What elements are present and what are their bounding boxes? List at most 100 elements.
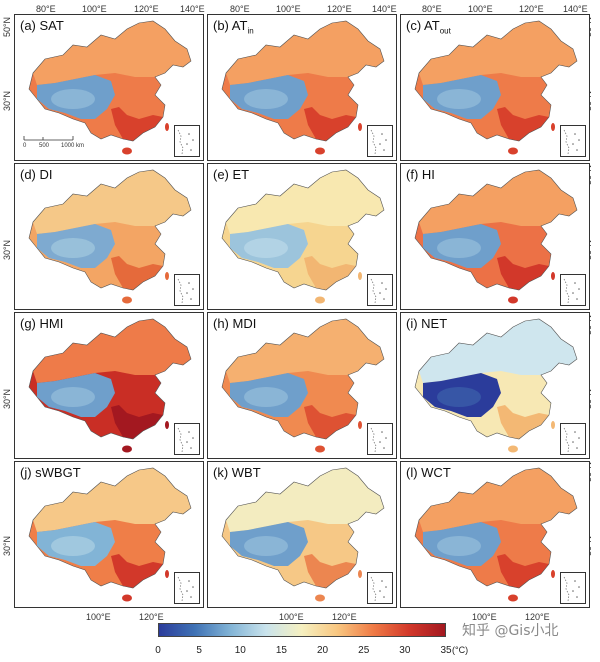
hainan-island [508, 594, 518, 602]
inset-map [563, 576, 580, 602]
region-west [437, 89, 481, 109]
region-west [244, 89, 288, 109]
colorbar-tick: 0 [155, 645, 161, 656]
panel-hi: (f) HI [400, 163, 590, 310]
top-tick-80e-1: 80°E [36, 4, 56, 14]
lat-30n-left-row4: 30°N [2, 535, 13, 557]
inset-map [563, 129, 580, 155]
region-south [111, 554, 163, 588]
region-north [226, 21, 384, 85]
panel-title: (i) NET [406, 316, 448, 331]
china-outline [28, 20, 192, 142]
taiwan-island [551, 421, 555, 429]
china-outline [221, 20, 385, 142]
south-china-sea-inset [367, 423, 393, 455]
inset-map [370, 427, 387, 453]
scale-bar-label: 500 [39, 143, 50, 149]
panel-title: (l) WCT [406, 465, 451, 480]
south-china-sea-inset [367, 274, 393, 306]
panel-title: (k) WBT [213, 465, 261, 480]
top-tick-120e-2: 120°E [327, 4, 352, 14]
south-china-sea-inset [174, 274, 200, 306]
hainan-island [315, 445, 325, 453]
panel-wct: (l) WCT [400, 461, 590, 608]
region-north [226, 319, 384, 383]
inset-map [177, 278, 194, 304]
china-outline [221, 169, 385, 291]
china-map [28, 20, 192, 155]
panel-title: (j) sWBGT [20, 465, 81, 480]
south-china-sea-inset [367, 572, 393, 604]
taiwan-island [358, 272, 362, 280]
china-map [28, 169, 192, 304]
colorbar-tick: 15 [275, 645, 287, 656]
hainan-island [122, 296, 132, 304]
china-outline [221, 318, 385, 440]
panel-title: (g) HMI [20, 316, 64, 331]
panel-title-main: (b) AT [213, 18, 248, 33]
inset-map [563, 427, 580, 453]
region-west [244, 536, 288, 556]
taiwan-island [358, 421, 362, 429]
region-west [51, 89, 95, 109]
hainan-island [315, 296, 325, 304]
panel-hmi: (g) HMI [14, 312, 204, 459]
inset-map [370, 278, 387, 304]
taiwan-island [551, 123, 555, 131]
panel-net: (i) NET [400, 312, 590, 459]
panel-title: (d) DI [20, 167, 53, 182]
top-tick-100e-3: 100°E [468, 4, 493, 14]
hainan-island [122, 147, 132, 155]
panel-at-in: (b) ATin [207, 14, 397, 161]
china-map [221, 20, 385, 155]
region-north [419, 319, 577, 383]
panel-title: (a) SAT [20, 18, 64, 33]
south-china-sea-inset [174, 572, 200, 604]
hainan-island [122, 594, 132, 602]
top-tick-100e-1: 100°E [82, 4, 107, 14]
scale-bar-line [23, 136, 74, 141]
bottom-tick-100e-3: 100°E [472, 612, 497, 622]
region-west [437, 387, 481, 407]
region-south [497, 256, 549, 290]
lat-30n-left-row1: 30°N [2, 90, 13, 112]
inset-map [177, 129, 194, 155]
top-tick-140e-1: 140°E [180, 4, 205, 14]
china-outline [414, 20, 578, 142]
panel-title-subscript: in [247, 26, 254, 36]
panel-swbgt: (j) sWBGT [14, 461, 204, 608]
region-north [419, 170, 577, 234]
region-west [51, 238, 95, 258]
region-west [244, 387, 288, 407]
hainan-island [508, 296, 518, 304]
scale-bar: 0 500 1000 km [23, 134, 84, 154]
south-china-sea-inset [560, 274, 586, 306]
taiwan-island [551, 272, 555, 280]
china-outline [414, 169, 578, 291]
inset-map [177, 576, 194, 602]
china-outline [414, 467, 578, 589]
region-north [33, 21, 191, 85]
region-north [419, 468, 577, 532]
china-map [28, 467, 192, 602]
china-map [414, 169, 578, 304]
region-west [437, 238, 481, 258]
panel-title: (f) HI [406, 167, 435, 182]
region-south [111, 107, 163, 141]
region-north [33, 468, 191, 532]
lat-30n-left-row2: 30°N [2, 239, 13, 261]
china-map [414, 467, 578, 602]
lat-50n-left-row1: 50°N [2, 16, 13, 38]
colorbar-tick: 25 [358, 645, 370, 656]
bottom-tick-120e-1: 120°E [139, 612, 164, 622]
taiwan-island [358, 123, 362, 131]
hainan-island [122, 445, 132, 453]
region-north [33, 319, 191, 383]
south-china-sea-inset [560, 572, 586, 604]
china-outline [414, 318, 578, 440]
region-north [226, 170, 384, 234]
taiwan-island [551, 570, 555, 578]
region-west [244, 238, 288, 258]
hainan-island [315, 147, 325, 155]
region-south [111, 405, 163, 439]
